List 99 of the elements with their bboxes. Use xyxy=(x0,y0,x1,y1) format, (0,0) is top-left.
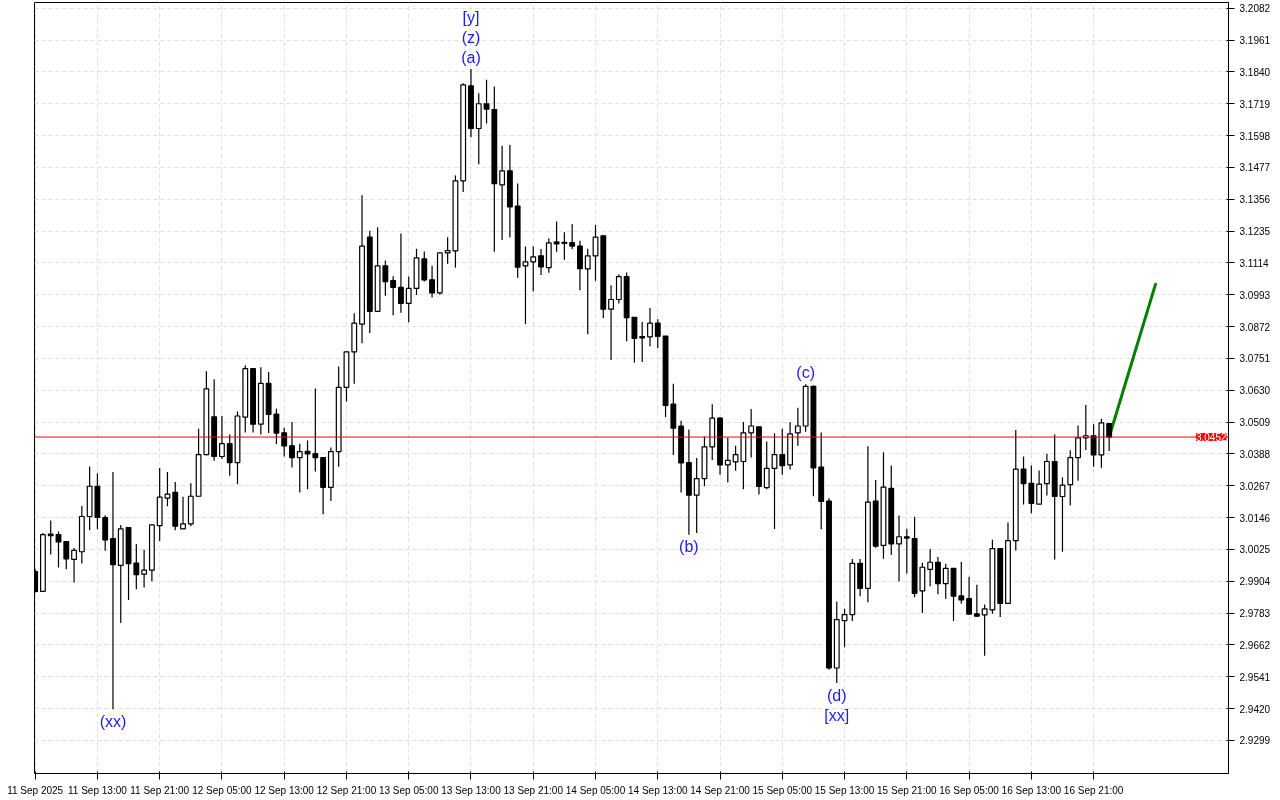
y-tick-label: 3.0025 xyxy=(1239,544,1271,556)
candlestick xyxy=(966,576,973,615)
y-tick-label: 2.9299 xyxy=(1239,735,1271,747)
candlestick xyxy=(1036,469,1043,505)
annotation: [xx] xyxy=(824,706,850,724)
candlestick xyxy=(71,547,77,584)
candlestick xyxy=(1106,423,1113,452)
candlestick xyxy=(55,530,62,569)
candlestick xyxy=(654,318,661,349)
candlestick xyxy=(779,428,786,476)
y-tick-label: 3.0872 xyxy=(1239,321,1271,333)
y-tick-label: 3.2082 xyxy=(1239,3,1271,15)
candlestick xyxy=(530,246,537,293)
y-tick-label: 3.1719 xyxy=(1239,98,1271,110)
x-tick-label: 11 Sep 13:00 xyxy=(68,784,128,796)
candlestick xyxy=(226,433,233,477)
y-tick-label: 3.1840 xyxy=(1239,66,1271,78)
candlestick xyxy=(973,584,980,618)
y-tick-label: 2.9541 xyxy=(1239,671,1271,683)
x-tick-label: 11 Sep 2025 xyxy=(7,784,64,796)
candlestick xyxy=(180,496,186,530)
candlestick xyxy=(102,514,109,552)
candlestick xyxy=(398,232,404,314)
annotation: (a) xyxy=(461,48,481,66)
y-tick-label: 3.0267 xyxy=(1239,480,1271,492)
x-tick-label: 12 Sep 05:00 xyxy=(192,784,253,796)
y-tick-label: 3.0509 xyxy=(1239,417,1271,429)
candlestick xyxy=(483,79,490,125)
x-tick-label: 13 Sep 21:00 xyxy=(503,784,564,796)
candlestick xyxy=(958,561,965,605)
candlestick xyxy=(405,276,412,323)
candlestick xyxy=(110,471,116,710)
candlestick xyxy=(281,427,288,458)
candlestick xyxy=(896,514,902,583)
x-tick-label: 15 Sep 21:00 xyxy=(877,784,937,796)
candlestick xyxy=(421,251,428,283)
y-tick-label: 3.0146 xyxy=(1239,512,1271,524)
annotation: (d) xyxy=(826,686,847,704)
x-tick-label: 14 Sep 05:00 xyxy=(565,784,626,796)
x-tick-label: 16 Sep 21:00 xyxy=(1063,784,1124,796)
candlestick xyxy=(47,519,54,555)
y-tick-label: 2.9420 xyxy=(1239,703,1271,715)
candlestick xyxy=(647,307,653,347)
y-tick-label: 3.0751 xyxy=(1239,353,1271,365)
candlestick xyxy=(296,443,303,494)
candlestick xyxy=(935,556,941,595)
candlestick xyxy=(1075,424,1081,482)
x-tick-label: 12 Sep 13:00 xyxy=(254,784,315,796)
y-tick-label: 3.1356 xyxy=(1239,194,1271,206)
candlestick xyxy=(1043,453,1050,497)
x-tick-label: 13 Sep 05:00 xyxy=(378,784,439,796)
y-tick-label: 2.9662 xyxy=(1239,639,1271,651)
candlestick xyxy=(903,528,910,575)
candlestick xyxy=(841,608,848,648)
candlestick xyxy=(748,408,755,459)
candlestick xyxy=(429,265,435,298)
candlestick xyxy=(63,540,70,570)
y-tick-label: 2.9783 xyxy=(1239,608,1271,620)
candlestick xyxy=(584,248,591,335)
annotation: (z) xyxy=(461,28,481,46)
x-tick-label: 12 Sep 21:00 xyxy=(316,784,377,796)
candlestick xyxy=(219,415,225,460)
candlestick xyxy=(763,440,770,490)
x-tick-label: 14 Sep 13:00 xyxy=(628,784,688,796)
candlestick xyxy=(794,407,801,447)
candlestick xyxy=(569,223,576,250)
x-tick-label: 15 Sep 05:00 xyxy=(752,784,813,796)
candlestick xyxy=(289,421,295,469)
annotation: (c) xyxy=(796,363,815,381)
x-tick-label: 14 Sep 21:00 xyxy=(690,784,751,796)
y-tick-label: 3.0630 xyxy=(1239,385,1271,397)
x-tick-label: 13 Sep 13:00 xyxy=(441,784,502,796)
annotation: (xx) xyxy=(99,712,127,730)
candlestick xyxy=(608,284,615,361)
candlestick xyxy=(141,549,148,589)
annotation: [y] xyxy=(462,8,480,26)
y-tick-label: 3.0388 xyxy=(1239,448,1271,460)
x-tick-label: 11 Sep 21:00 xyxy=(130,784,190,796)
y-tick-label: 2.9904 xyxy=(1239,576,1271,588)
x-tick-label: 16 Sep 13:00 xyxy=(1001,784,1062,796)
candlestick xyxy=(390,275,397,316)
candlestick xyxy=(942,563,949,600)
y-tick-label: 3.1114 xyxy=(1239,257,1270,269)
y-tick-label: 3.1598 xyxy=(1239,130,1271,142)
candlestick xyxy=(615,273,622,305)
x-tick-label: 15 Sep 13:00 xyxy=(814,784,875,796)
y-tick-label: 3.1477 xyxy=(1239,162,1271,174)
candlestick xyxy=(577,240,583,291)
candlestick xyxy=(538,248,544,276)
candlestick xyxy=(639,321,646,363)
x-tick-label: 16 Sep 05:00 xyxy=(939,784,1000,796)
candlestick xyxy=(927,548,934,587)
ref-line-label: 3.0452 xyxy=(1195,432,1227,444)
annotation: (b) xyxy=(679,538,699,556)
y-tick-label: 3.0993 xyxy=(1239,289,1271,301)
candlestick xyxy=(724,437,731,484)
candlestick xyxy=(499,145,506,241)
y-tick-label: 3.1961 xyxy=(1239,35,1271,47)
y-tick-label: 3.1235 xyxy=(1239,226,1271,238)
